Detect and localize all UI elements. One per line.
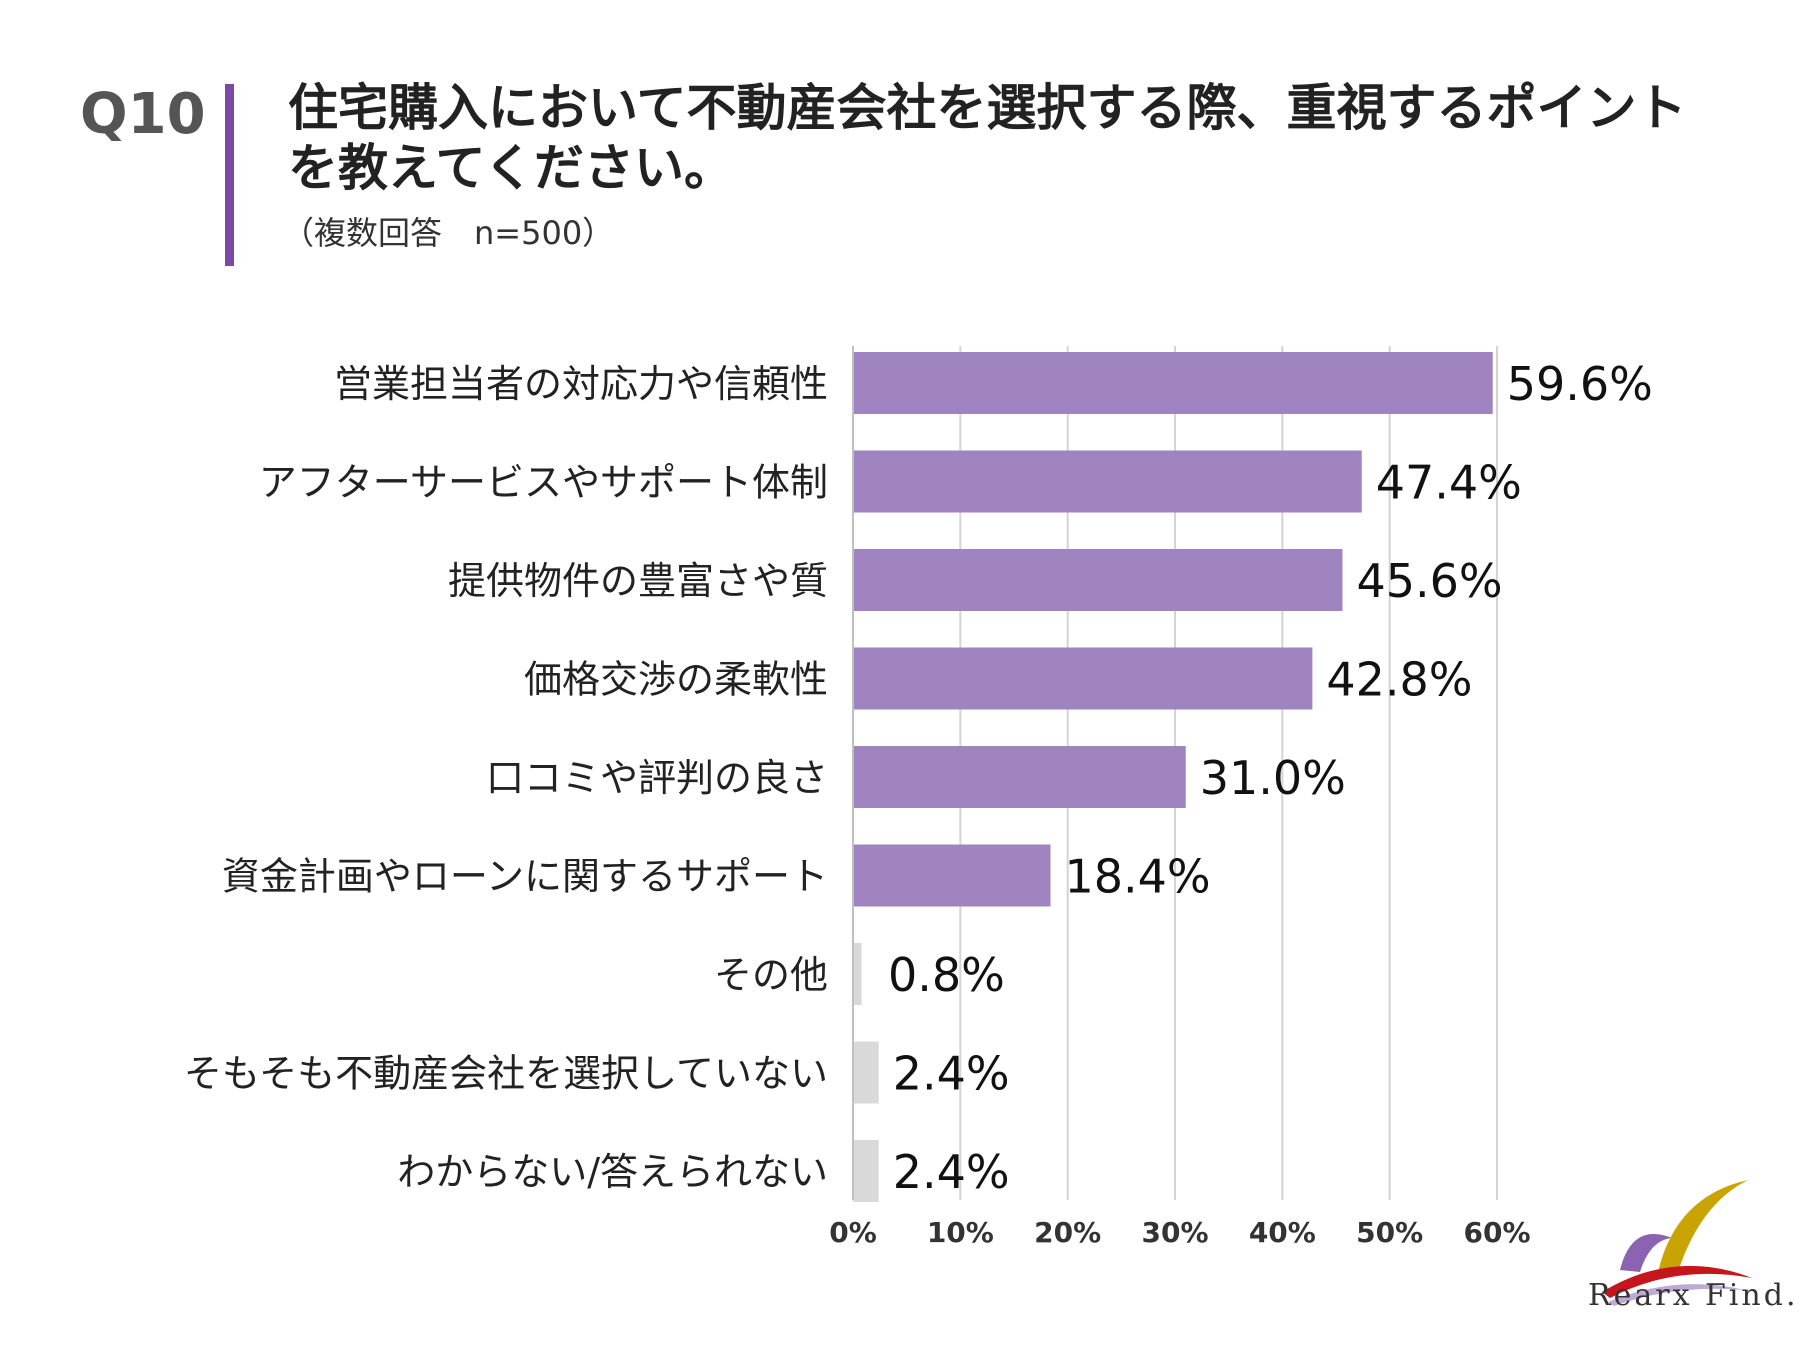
category-label: わからない/答えられない	[397, 1150, 828, 1194]
bar	[853, 844, 1051, 907]
category-label: そもそも不動産会社を選択していない	[184, 1052, 828, 1096]
category-label: 提供物件の豊富さや質	[448, 559, 828, 603]
question-number: Q10	[80, 82, 206, 147]
category-label: 口コミや評判の良さ	[486, 756, 828, 800]
data-label: 59.6%	[1507, 357, 1653, 411]
bar	[853, 647, 1313, 710]
x-tick-label: 10%	[927, 1216, 994, 1249]
bar	[853, 943, 862, 1005]
page-title: 住宅購入において不動産会社を選択する際、重視するポイントを教えてください。	[288, 79, 1687, 197]
x-tick-label: 30%	[1141, 1216, 1208, 1249]
bar	[853, 352, 1493, 414]
data-label: 2.4%	[893, 1145, 1010, 1199]
data-label: 2.4%	[893, 1047, 1010, 1101]
data-label: 18.4%	[1064, 850, 1210, 904]
category-label: アフターサービスやサポート体制	[259, 461, 828, 505]
bar	[853, 1041, 879, 1104]
bar	[853, 450, 1362, 513]
x-tick-label: 50%	[1356, 1216, 1423, 1249]
data-label: 0.8%	[888, 948, 1005, 1002]
data-label: 31.0%	[1200, 751, 1346, 805]
data-label: 47.4%	[1376, 456, 1522, 510]
category-label: 価格交渉の柔軟性	[524, 658, 828, 702]
category-label: 資金計画やローンに関するサポート	[222, 855, 828, 899]
bar	[853, 549, 1343, 611]
x-tick-label: 0%	[829, 1216, 877, 1249]
bar	[853, 1140, 879, 1202]
data-label: 42.8%	[1326, 653, 1472, 707]
data-label: 45.6%	[1356, 554, 1502, 608]
category-label: その他	[714, 953, 828, 997]
x-tick-label: 40%	[1249, 1216, 1316, 1249]
bar	[853, 746, 1186, 808]
logo-icon	[1602, 1180, 1752, 1306]
title-accent-bar	[225, 84, 234, 266]
logo-text: Rearx Find.	[1588, 1278, 1799, 1313]
subtitle: （複数回答 n=500）	[282, 214, 615, 252]
category-label: 営業担当者の対応力や信頼性	[334, 362, 828, 406]
x-tick-label: 60%	[1463, 1216, 1530, 1249]
x-tick-label: 20%	[1034, 1216, 1101, 1249]
